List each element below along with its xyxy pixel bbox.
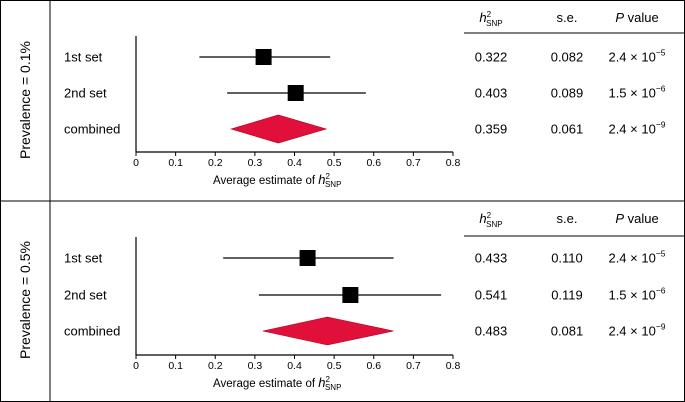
header-h: h bbox=[479, 211, 486, 226]
header-sub: SNP bbox=[486, 19, 502, 28]
x-tick-label: 0.3 bbox=[248, 157, 263, 169]
p-exponent: −6 bbox=[656, 84, 666, 94]
cell-se: 0.110 bbox=[551, 251, 583, 266]
p-exponent: −9 bbox=[656, 120, 666, 130]
table-header-h2snp: h2 SNP bbox=[479, 211, 502, 229]
row-2nd-set: 2nd set 0.403 0.089 1.5 × 10−6 bbox=[64, 84, 666, 101]
x-tick-label: 0 bbox=[133, 157, 139, 169]
point-estimate-square bbox=[342, 287, 359, 303]
cell-p-value: 2.4 × 10−5 bbox=[608, 48, 665, 65]
header-sub: SNP bbox=[486, 220, 502, 229]
cell-h2snp: 0.322 bbox=[475, 50, 508, 65]
header-sup: 2 bbox=[487, 211, 492, 220]
x-axis-label: Average estimate of h2 SNP bbox=[213, 172, 341, 189]
cell-p-value: 2.4 × 10−5 bbox=[608, 249, 665, 266]
row-label: combined bbox=[64, 122, 120, 137]
x-axis-label-prefix: Average estimate of bbox=[213, 378, 318, 390]
x-axis-label-sub: SNP bbox=[325, 383, 341, 392]
cell-se: 0.061 bbox=[551, 122, 584, 137]
x-axis-label-prefix: Average estimate of bbox=[213, 175, 318, 187]
x-tick-label: 0.6 bbox=[366, 157, 381, 169]
x-tick-label: 0.4 bbox=[287, 157, 302, 169]
header-h: h bbox=[479, 10, 486, 25]
row-combined: combined 0.483 0.081 2.4 × 10−9 bbox=[64, 316, 666, 346]
x-tick-label: 0.2 bbox=[208, 157, 223, 169]
x-tick-label: 0.8 bbox=[446, 157, 461, 169]
cell-h2snp: 0.541 bbox=[475, 288, 508, 303]
point-estimate-square bbox=[299, 250, 316, 266]
x-axis-label-h: h bbox=[318, 375, 325, 390]
header-p-rest: value bbox=[624, 10, 659, 25]
p-exponent: −9 bbox=[656, 322, 666, 332]
x-tick-label: 0.5 bbox=[327, 360, 342, 372]
cell-h2snp: 0.403 bbox=[475, 86, 508, 101]
row-label: 2nd set bbox=[64, 288, 107, 303]
row-label: 2nd set bbox=[64, 86, 107, 101]
x-axis-label-sup: 2 bbox=[326, 172, 331, 181]
table-header-se: s.e. bbox=[557, 211, 578, 226]
x-axis-label: Average estimate of h2 SNP bbox=[213, 375, 341, 392]
cell-p-value: 1.5 × 10−6 bbox=[608, 84, 665, 101]
x-axis-label-sup: 2 bbox=[326, 375, 331, 384]
table-header-h2snp: h2 SNP bbox=[479, 10, 502, 28]
p-base: 2.4 × 10 bbox=[608, 122, 655, 137]
x-tick-label: 0.1 bbox=[168, 360, 183, 372]
x-tick-label: 0.7 bbox=[406, 157, 421, 169]
x-tick-label: 0.6 bbox=[366, 360, 381, 372]
header-sup: 2 bbox=[487, 10, 492, 19]
cell-se: 0.089 bbox=[551, 86, 584, 101]
point-estimate-square bbox=[287, 85, 304, 101]
panel-1: Prevalence = 0.1% 0 0.1 0.2 0.3 0.4 0.5 0.6 0.7 0… bbox=[17, 10, 685, 189]
cell-p-value: 2.4 × 10−9 bbox=[608, 120, 665, 137]
row-combined: combined 0.359 0.061 2.4 × 10−9 bbox=[64, 114, 666, 144]
p-base: 2.4 × 10 bbox=[608, 324, 655, 339]
x-tick-label: 0 bbox=[133, 360, 139, 372]
panel-label: Prevalence = 0.5% bbox=[17, 241, 33, 359]
cell-h2snp: 0.433 bbox=[475, 251, 508, 266]
x-tick-label: 0.5 bbox=[327, 157, 342, 169]
x-axis-label-h: h bbox=[318, 172, 325, 187]
x-tick-label: 0.2 bbox=[208, 360, 223, 372]
cell-se: 0.081 bbox=[551, 324, 584, 339]
x-tick-label: 0.8 bbox=[446, 360, 461, 372]
panel-label: Prevalence = 0.1% bbox=[17, 41, 33, 159]
p-exponent: −6 bbox=[656, 286, 666, 296]
panel-2: Prevalence = 0.5% 0 0.1 0.2 0.3 0.4 0.5 0.6 0.7 0… bbox=[17, 211, 685, 392]
point-estimate-square bbox=[255, 49, 272, 65]
row-1st-set: 1st set 0.322 0.082 2.4 × 10−5 bbox=[64, 48, 666, 65]
cell-se: 0.082 bbox=[551, 50, 584, 65]
cell-h2snp: 0.483 bbox=[475, 324, 508, 339]
x-tick-label: 0.1 bbox=[168, 157, 183, 169]
p-base: 1.5 × 10 bbox=[608, 288, 655, 303]
row-label: combined bbox=[64, 324, 120, 339]
row-label: 1st set bbox=[64, 251, 103, 266]
table-header-p-value: P value bbox=[615, 10, 658, 25]
cell-se: 0.119 bbox=[551, 288, 583, 303]
p-base: 2.4 × 10 bbox=[608, 50, 655, 65]
cell-h2snp: 0.359 bbox=[475, 122, 508, 137]
x-axis-label-sub: SNP bbox=[325, 180, 341, 189]
header-p-rest: value bbox=[624, 211, 659, 226]
combined-estimate-diamond bbox=[262, 316, 394, 346]
combined-estimate-diamond bbox=[230, 114, 328, 144]
x-tick-label: 0.4 bbox=[287, 360, 302, 372]
row-2nd-set: 2nd set 0.541 0.119 1.5 × 10−6 bbox=[64, 286, 666, 303]
table-header-p-value: P value bbox=[615, 211, 658, 226]
cell-p-value: 2.4 × 10−9 bbox=[608, 322, 665, 339]
row-label: 1st set bbox=[64, 50, 103, 65]
header-p-italic: P bbox=[615, 211, 624, 226]
x-tick-label: 0.7 bbox=[406, 360, 421, 372]
p-base: 2.4 × 10 bbox=[608, 251, 655, 266]
x-tick-label: 0.3 bbox=[248, 360, 263, 372]
row-1st-set: 1st set 0.433 0.110 2.4 × 10−5 bbox=[64, 249, 666, 266]
p-base: 1.5 × 10 bbox=[608, 86, 655, 101]
p-exponent: −5 bbox=[656, 48, 666, 58]
p-exponent: −5 bbox=[656, 249, 666, 259]
table-header-se: s.e. bbox=[557, 10, 578, 25]
header-p-italic: P bbox=[615, 10, 624, 25]
cell-p-value: 1.5 × 10−6 bbox=[608, 286, 665, 303]
